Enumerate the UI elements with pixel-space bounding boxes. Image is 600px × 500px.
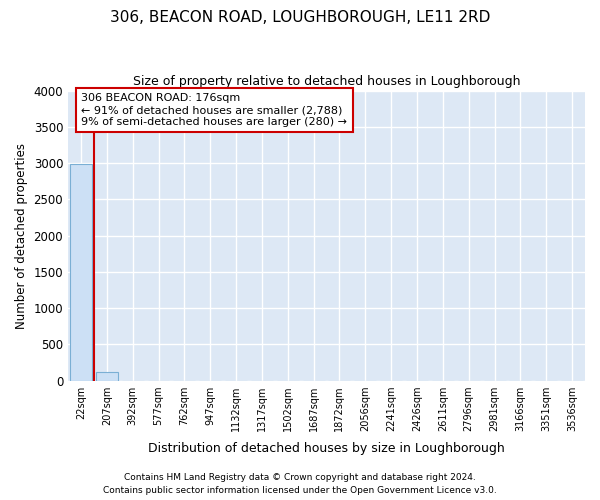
Title: Size of property relative to detached houses in Loughborough: Size of property relative to detached ho… [133, 75, 520, 88]
Y-axis label: Number of detached properties: Number of detached properties [15, 142, 28, 328]
X-axis label: Distribution of detached houses by size in Loughborough: Distribution of detached houses by size … [148, 442, 505, 455]
Text: Contains HM Land Registry data © Crown copyright and database right 2024.
Contai: Contains HM Land Registry data © Crown c… [103, 474, 497, 495]
Bar [70, 164, 92, 380]
Bar [96, 372, 118, 380]
Text: 306, BEACON ROAD, LOUGHBOROUGH, LE11 2RD: 306, BEACON ROAD, LOUGHBOROUGH, LE11 2RD [110, 10, 490, 25]
Text: 306 BEACON ROAD: 176sqm
← 91% of detached houses are smaller (2,788)
9% of semi-: 306 BEACON ROAD: 176sqm ← 91% of detache… [81, 94, 347, 126]
